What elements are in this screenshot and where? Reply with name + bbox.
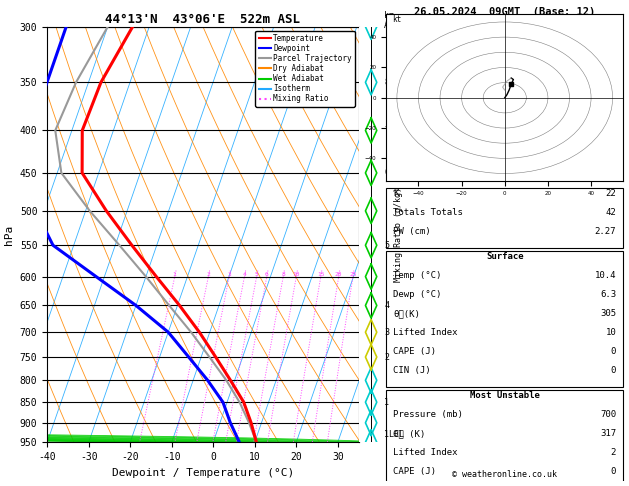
Text: © weatheronline.co.uk: © weatheronline.co.uk xyxy=(452,470,557,479)
Text: 10: 10 xyxy=(606,328,616,337)
Text: θᴇ(K): θᴇ(K) xyxy=(393,309,420,318)
Text: 3: 3 xyxy=(227,272,231,277)
Text: 2: 2 xyxy=(384,352,389,362)
Text: PW (cm): PW (cm) xyxy=(393,227,431,236)
Text: 1: 1 xyxy=(384,398,389,407)
Text: 2.27: 2.27 xyxy=(594,227,616,236)
Text: Dewp (°C): Dewp (°C) xyxy=(393,290,442,299)
Title: 44°13'N  43°06'E  522m ASL: 44°13'N 43°06'E 522m ASL xyxy=(105,13,301,26)
Text: Lifted Index: Lifted Index xyxy=(393,328,458,337)
X-axis label: Dewpoint / Temperature (°C): Dewpoint / Temperature (°C) xyxy=(112,468,294,478)
Text: Mixing Ratio (g/kg): Mixing Ratio (g/kg) xyxy=(394,187,403,282)
Text: 6: 6 xyxy=(265,272,269,277)
Text: Temp (°C): Temp (°C) xyxy=(393,271,442,280)
Text: Lifted Index: Lifted Index xyxy=(393,448,458,457)
Text: CAPE (J): CAPE (J) xyxy=(393,347,437,356)
Text: 5: 5 xyxy=(384,241,389,250)
Text: CIN (J): CIN (J) xyxy=(393,366,431,375)
Bar xyxy=(386,251,623,387)
Text: 10.4: 10.4 xyxy=(594,271,616,280)
Text: 4: 4 xyxy=(243,272,246,277)
Text: K: K xyxy=(393,189,399,198)
Text: 8: 8 xyxy=(281,272,285,277)
Text: 10: 10 xyxy=(292,272,300,277)
Text: Pressure (mb): Pressure (mb) xyxy=(393,410,463,419)
Text: 7: 7 xyxy=(384,126,389,135)
Text: CAPE (J): CAPE (J) xyxy=(393,468,437,476)
Text: Totals Totals: Totals Totals xyxy=(393,208,463,217)
Text: 26.05.2024  09GMT  (Base: 12): 26.05.2024 09GMT (Base: 12) xyxy=(414,7,596,17)
Text: 0: 0 xyxy=(611,468,616,476)
Text: km
ASL: km ASL xyxy=(384,11,399,30)
Text: θᴇ (K): θᴇ (K) xyxy=(393,429,426,438)
Text: 317: 317 xyxy=(600,429,616,438)
Text: 1LCL: 1LCL xyxy=(384,430,404,439)
Bar xyxy=(386,390,623,486)
Text: 1: 1 xyxy=(173,272,177,277)
Text: 3: 3 xyxy=(384,328,389,337)
Text: Most Unstable: Most Unstable xyxy=(470,391,540,400)
Text: 5: 5 xyxy=(255,272,259,277)
Text: 42: 42 xyxy=(606,208,616,217)
Y-axis label: hPa: hPa xyxy=(4,225,14,244)
Text: 22: 22 xyxy=(606,189,616,198)
Text: 2: 2 xyxy=(611,448,616,457)
Text: 20: 20 xyxy=(335,272,342,277)
Text: 0: 0 xyxy=(611,366,616,375)
Text: 305: 305 xyxy=(600,309,616,318)
Bar xyxy=(386,188,623,248)
Text: 25: 25 xyxy=(349,272,357,277)
Text: 4: 4 xyxy=(384,301,389,310)
Text: Surface: Surface xyxy=(486,252,523,261)
Legend: Temperature, Dewpoint, Parcel Trajectory, Dry Adiabat, Wet Adiabat, Isotherm, Mi: Temperature, Dewpoint, Parcel Trajectory… xyxy=(255,31,355,106)
Text: 8: 8 xyxy=(384,78,389,87)
Text: 2: 2 xyxy=(206,272,210,277)
Text: 0: 0 xyxy=(611,347,616,356)
Text: 15: 15 xyxy=(317,272,325,277)
Text: 6.3: 6.3 xyxy=(600,290,616,299)
Text: 6: 6 xyxy=(384,168,389,177)
Text: 700: 700 xyxy=(600,410,616,419)
